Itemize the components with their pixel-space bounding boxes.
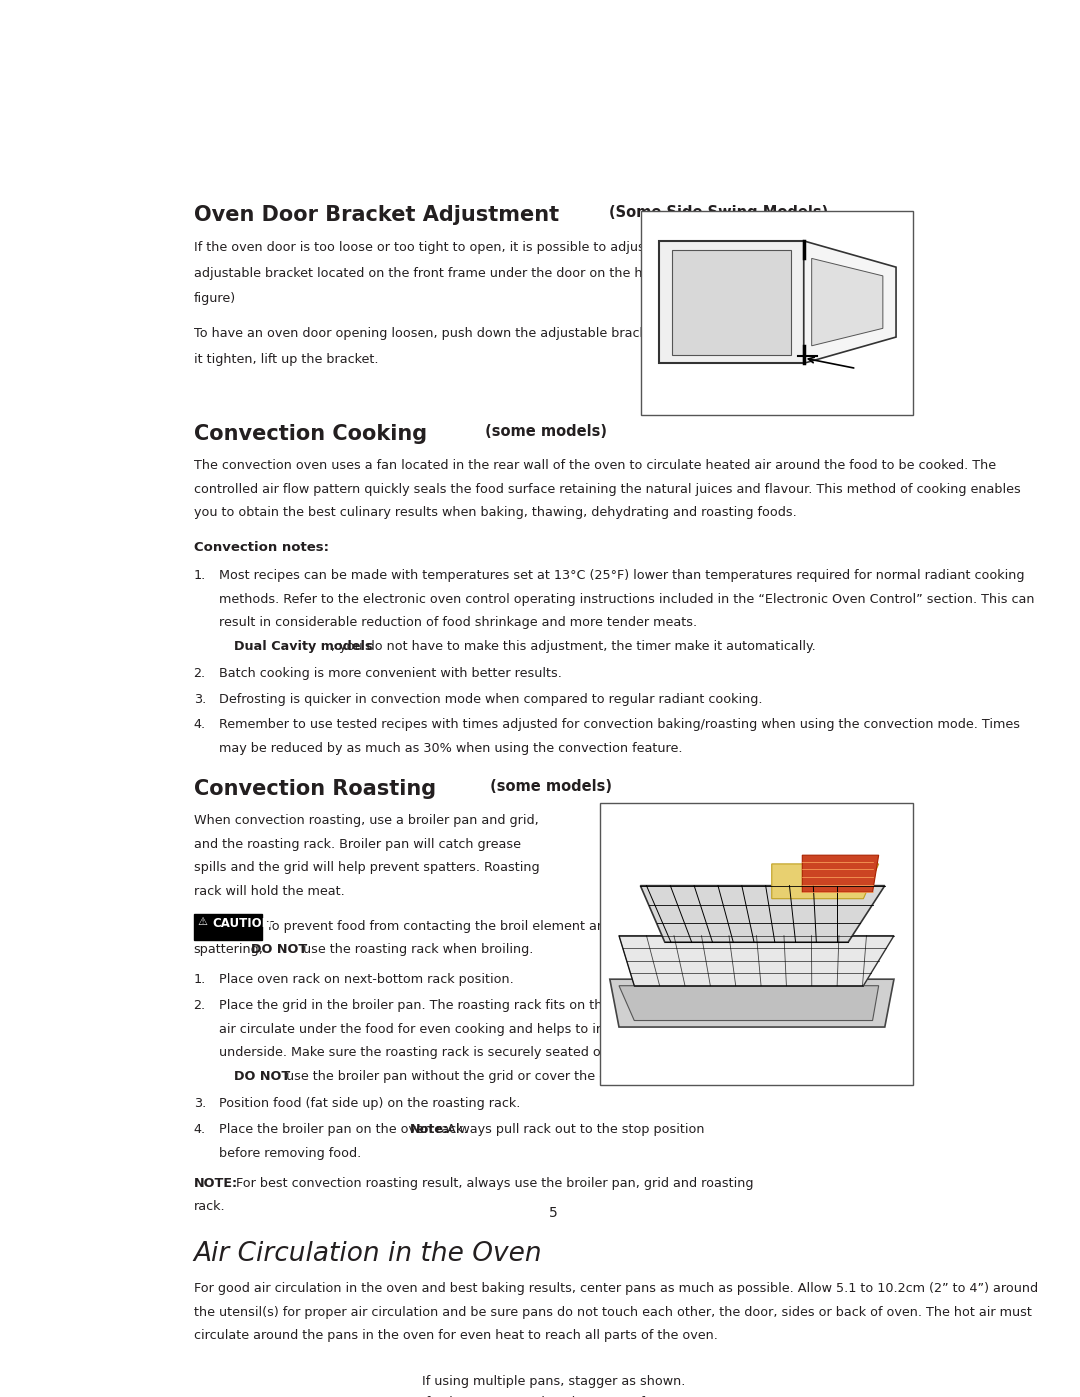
Text: To prevent food from contacting the broil element and to prevent grease spatteri: To prevent food from contacting the broi… [266,919,809,933]
Text: , you do not have to make this adjustment, the timer make it automatically.: , you do not have to make this adjustmen… [330,640,815,652]
Text: Place oven rack on next-bottom rack position.: Place oven rack on next-bottom rack posi… [218,974,513,986]
Text: rack.: rack. [193,1200,226,1214]
Text: If using multiple pans, stagger as shown.: If using multiple pans, stagger as shown… [422,1375,685,1387]
Text: may be reduced by as much as 30% when using the convection feature.: may be reduced by as much as 30% when us… [218,742,683,754]
Text: spattering,: spattering, [193,943,264,956]
Text: and the roasting rack. Broiler pan will catch grease: and the roasting rack. Broiler pan will … [193,838,521,851]
Text: Roasting  Rack: Roasting Rack [609,814,690,824]
Text: Convection notes:: Convection notes: [193,541,328,553]
Text: 2.: 2. [193,999,205,1013]
Text: DO NOT: DO NOT [233,1070,291,1083]
Bar [642,211,914,415]
Text: 5: 5 [549,1206,558,1220]
Text: you to obtain the best culinary results when baking, thawing, dehydrating and ro: you to obtain the best culinary results … [193,507,796,520]
Text: Remember to use tested recipes with times adjusted for convection baking/roastin: Remember to use tested recipes with time… [218,718,1020,732]
Bar [193,914,262,940]
Text: For best convection roasting result, always use the broiler pan, grid and roasti: For best convection roasting result, alw… [232,1176,754,1190]
Text: To have an oven door opening loosen, push down the adjustable bracket and to hav: To have an oven door opening loosen, pus… [193,327,739,339]
Text: rack will hold the meat.: rack will hold the meat. [193,886,345,898]
Text: 2.: 2. [193,666,205,680]
Text: Grid: Grid [609,1045,633,1055]
Text: BRACKET: BRACKET [754,388,801,398]
Text: Position food (fat side up) on the roasting rack.: Position food (fat side up) on the roast… [218,1097,521,1111]
Text: ⚠: ⚠ [198,918,207,928]
Text: before removing food.: before removing food. [218,1147,361,1160]
Text: (some  models): (some models) [609,1059,694,1069]
Text: (some  models): (some models) [609,831,694,841]
Text: Convection Cooking: Convection Cooking [193,423,427,444]
Text: (Some Side Swing Models): (Some Side Swing Models) [609,205,828,221]
Text: (some models): (some models) [767,1059,848,1069]
Text: methods. Refer to the electronic oven control operating instructions included in: methods. Refer to the electronic oven co… [218,592,1035,605]
Text: For good air circulation in the oven and best baking results, center pans as muc: For good air circulation in the oven and… [193,1282,1038,1295]
Text: it tighten, lift up the bracket.: it tighten, lift up the bracket. [193,352,378,366]
Text: 1.: 1. [193,569,206,583]
Text: air circulate under the food for even cooking and helps to increase browning on : air circulate under the food for even co… [218,1023,755,1035]
Text: The convection oven uses a fan located in the rear wall of the oven to circulate: The convection oven uses a fan located i… [193,460,996,472]
Bar [599,803,914,1085]
Text: underside. Make sure the roasting rack is securely seated on the grid in the bro: underside. Make sure the roasting rack i… [218,1046,781,1059]
Text: use the roasting rack when broiling.: use the roasting rack when broiling. [299,943,534,956]
Text: 3.: 3. [193,693,206,705]
Text: Convection Roasting: Convection Roasting [193,778,435,799]
Text: Air Circulation in the Oven: Air Circulation in the Oven [193,1241,542,1267]
Text: If the oven door is too loose or too tight to open, it is possible to adjust it.: If the oven door is too loose or too tig… [193,240,741,254]
Text: 4.: 4. [193,1123,205,1136]
Text: Broiler Pan: Broiler Pan [767,1045,826,1055]
Text: controlled air flow pattern quickly seals the food surface retaining the natural: controlled air flow pattern quickly seal… [193,483,1021,496]
Text: Always pull rack out to the stop position: Always pull rack out to the stop positio… [443,1123,704,1136]
Text: circulate around the pans in the oven for even heat to reach all parts of the ov: circulate around the pans in the oven fo… [193,1330,717,1343]
Text: CAUTION: CAUTION [212,918,272,930]
Text: Defrosting is quicker in convection mode when compared to regular radiant cookin: Defrosting is quicker in convection mode… [218,693,762,705]
Bar [289,1363,818,1397]
Text: 1.: 1. [193,974,206,986]
Text: 4.: 4. [193,718,205,732]
Text: the utensil(s) for proper air circulation and be sure pans do not touch each oth: the utensil(s) for proper air circulatio… [193,1306,1031,1319]
Text: adjustable bracket located on the front frame under the door on the handle side.: adjustable bracket located on the front … [193,267,744,279]
Text: Dual Cavity models: Dual Cavity models [233,640,373,652]
Text: figure): figure) [193,292,235,306]
Text: Note:: Note: [409,1123,448,1136]
Text: Batch cooking is more convenient with better results.: Batch cooking is more convenient with be… [218,666,562,680]
Text: Oven Door Bracket Adjustment: Oven Door Bracket Adjustment [193,205,558,225]
Text: NOTE:: NOTE: [193,1176,238,1190]
Text: spills and the grid will help prevent spatters. Roasting: spills and the grid will help prevent sp… [193,862,539,875]
Text: ADJUSTABLE: ADJUSTABLE [745,374,810,386]
Text: Most recipes can be made with temperatures set at 13°C (25°F) lower than tempera: Most recipes can be made with temperatur… [218,569,1024,583]
Text: use the broiler pan without the grid or cover the grid with aluminum foil.: use the broiler pan without the grid or … [282,1070,752,1083]
Text: (some models): (some models) [480,423,607,439]
Text: DO NOT: DO NOT [252,943,308,956]
Text: (some models): (some models) [485,778,612,793]
Text: result in considerable reduction of food shrinkage and more tender meats.: result in considerable reduction of food… [218,616,697,629]
Text: Place the grid in the broiler pan. The roasting rack fits on the grid allowing t: Place the grid in the broiler pan. The r… [218,999,770,1013]
Text: 3.: 3. [193,1097,206,1111]
Text: When convection roasting, use a broiler pan and grid,: When convection roasting, use a broiler … [193,814,538,827]
Text: Place the broiler pan on the oven rack.: Place the broiler pan on the oven rack. [218,1123,471,1136]
